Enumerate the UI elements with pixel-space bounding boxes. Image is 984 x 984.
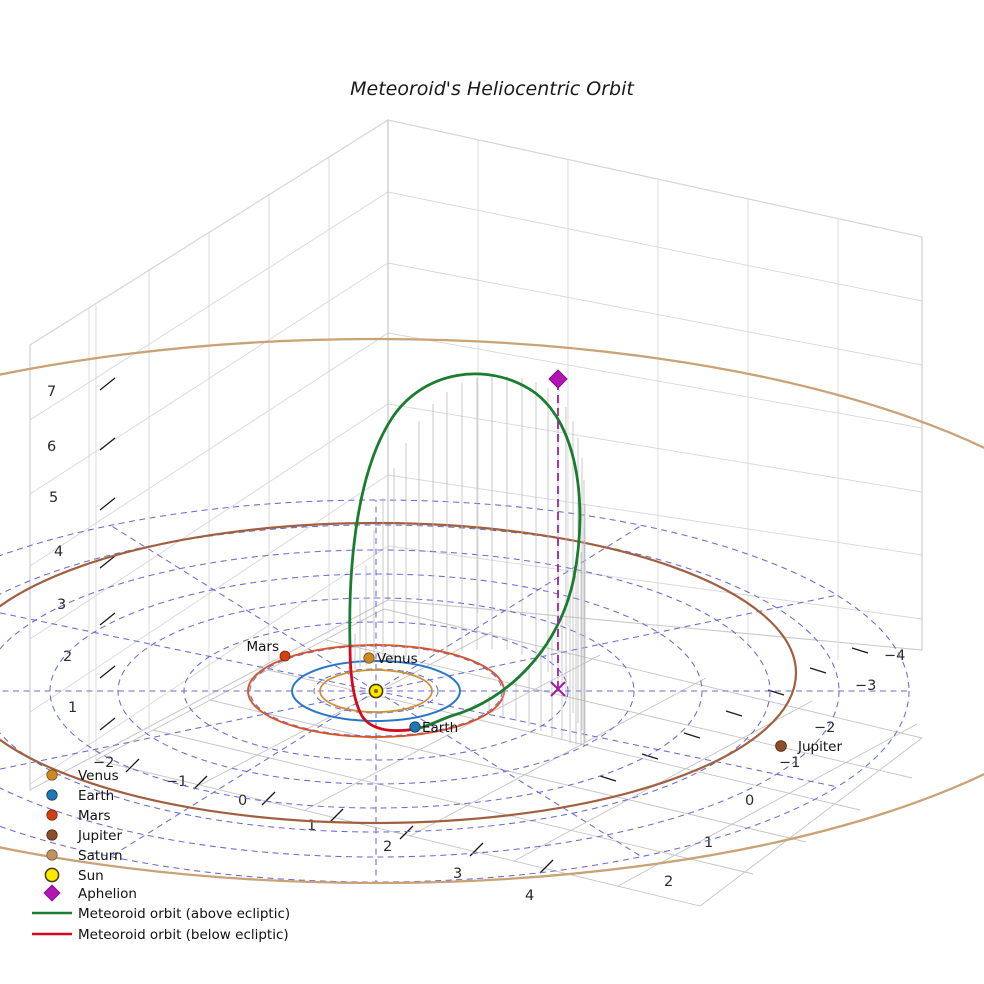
legend-marker-earth: [46, 789, 58, 801]
y-axis: −4 −3 −2 −1 0 1 2: [599, 647, 905, 890]
x-tick-m1: −1: [166, 774, 187, 790]
legend-label-earth: Earth: [78, 788, 114, 804]
z-tick-1: 1: [68, 700, 77, 716]
x-tick-1: 1: [307, 818, 316, 834]
earth-orbit-track: [291, 660, 461, 722]
legend-label-sun: Sun: [78, 868, 104, 884]
legend-marker-aphelion: [43, 884, 61, 902]
legend-label-aphelion: Aphelion: [78, 886, 137, 902]
z-tick-4: 4: [54, 544, 63, 560]
legend-marker-venus: [46, 769, 58, 781]
legend-label-mars: Mars: [78, 808, 111, 824]
legend-marker-sun: [44, 867, 60, 883]
legend-label-below-ecliptic: Meteoroid orbit (below ecliptic): [78, 927, 289, 943]
z-tick-3: 3: [57, 597, 66, 613]
z-tick-2: 2: [63, 649, 72, 665]
x-tick-2: 2: [383, 839, 392, 855]
meteoroid-orbit-below-ecliptic: [348, 643, 418, 733]
z-tick-5: 5: [49, 490, 58, 506]
y-tick-m3: −3: [855, 678, 876, 694]
sun-core: [373, 688, 379, 694]
orbit-drop-stems: [348, 376, 586, 746]
legend-marker-mars: [46, 809, 58, 821]
x-tick-4: 4: [525, 888, 534, 904]
earth-marker: [409, 721, 421, 733]
meteoroid-orbit-above-ecliptic: [348, 372, 582, 731]
y-tick-m1: −1: [779, 755, 800, 771]
back-pane-right: [387, 119, 923, 660]
aphelion-marker: [548, 369, 568, 389]
x-axis: −2 −1 0 1 2 3 4: [93, 755, 554, 904]
venus-marker: [363, 652, 375, 664]
polar-grid-spokes: [0, 500, 909, 882]
z-axis: 7 6 5 4 3 2 1: [47, 305, 116, 760]
legend-label-saturn: Saturn: [78, 848, 123, 864]
z-tick-6: 6: [47, 439, 56, 455]
jupiter-orbit-track: [0, 521, 797, 825]
y-tick-m2: −2: [814, 720, 835, 736]
earth-label: Earth: [422, 720, 458, 736]
x-tick-0: 0: [238, 793, 247, 809]
mars-label: Mars: [246, 639, 279, 655]
y-tick-2: 2: [664, 874, 673, 890]
venus-label: Venus: [377, 651, 418, 667]
jupiter-marker: [775, 740, 787, 752]
legend-marker-jupiter: [46, 829, 58, 841]
legend-label-venus: Venus: [78, 768, 119, 784]
saturn-orbit-track: [0, 337, 984, 885]
y-tick-1: 1: [704, 835, 713, 851]
legend: Venus Earth Mars Jupiter Saturn Sun Aphe…: [32, 768, 290, 943]
z-tick-7: 7: [47, 384, 56, 400]
legend-label-jupiter: Jupiter: [77, 828, 122, 844]
legend-marker-saturn: [46, 849, 58, 861]
aphelion-projection-cross: [550, 681, 566, 697]
page-title: Meteoroid's Heliocentric Orbit: [350, 78, 635, 100]
y-tick-0: 0: [745, 793, 754, 809]
x-tick-m2: −2: [93, 755, 114, 771]
venus-orbit-track: [319, 669, 433, 713]
back-pane-left: [29, 119, 389, 791]
legend-label-above-ecliptic: Meteoroid orbit (above ecliptic): [78, 906, 290, 922]
mars-marker: [279, 650, 291, 662]
x-tick-3: 3: [453, 866, 462, 882]
y-tick-m4: −4: [884, 648, 905, 664]
jupiter-label: Jupiter: [797, 739, 842, 755]
